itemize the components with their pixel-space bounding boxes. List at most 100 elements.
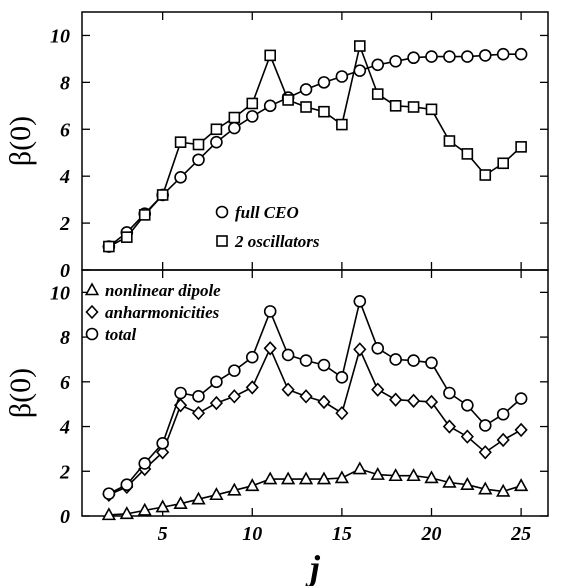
data-point [301,390,312,402]
data-point [516,49,527,60]
data-point [247,98,257,108]
data-point [426,51,437,62]
legend-marker [217,236,227,246]
data-point [318,396,329,408]
legend-marker [217,207,228,218]
data-point [372,343,383,354]
data-point [103,488,114,499]
data-point [498,434,509,446]
x-tick-label: 5 [158,523,168,545]
data-point [301,355,312,366]
data-point [301,102,311,112]
x-tick-label: 15 [332,523,352,545]
x-axis-title: j [305,548,321,586]
data-point [480,420,491,431]
legend-label: total [105,325,136,344]
data-point [427,104,437,114]
data-point [175,388,186,399]
data-point [444,51,455,62]
data-point [462,149,472,159]
y-tick-label: 2 [59,461,70,483]
data-point [211,376,222,387]
data-point [229,113,239,123]
data-point [372,384,383,396]
y-axis-title: β(0) [4,368,37,418]
x-tick-label: 10 [242,523,262,545]
y-axis-title: β(0) [4,116,37,166]
data-point [337,120,347,130]
data-point [516,142,526,152]
data-point [104,242,114,252]
data-point [229,390,240,402]
data-point [480,50,491,61]
data-point [265,342,276,354]
x-tick-label: 20 [421,523,442,545]
legend-marker [86,284,98,295]
data-point [283,349,294,360]
series-line [109,469,521,515]
data-point [516,393,527,404]
data-point [372,59,383,70]
data-point [140,210,150,220]
data-point [157,438,168,449]
data-point [176,137,186,147]
data-point [516,424,527,436]
data-point [283,384,294,396]
y-tick-label: 8 [60,327,70,349]
data-point [265,50,275,60]
data-point [462,51,473,62]
y-tick-label: 0 [60,260,70,282]
y-tick-label: 6 [60,119,70,141]
data-point [229,365,240,376]
data-point [175,172,186,183]
data-point [301,84,312,95]
data-point [354,343,365,355]
legend-marker [87,306,98,318]
data-point [211,137,222,148]
data-point [498,49,509,60]
y-tick-label: 2 [59,213,70,235]
legend-label: anharmonicities [105,303,220,322]
data-point [265,306,276,317]
data-point [408,355,419,366]
data-point [498,409,509,420]
data-point [247,111,258,122]
data-point [318,77,329,88]
data-point [247,381,258,393]
bottom-panel: 0246810510152025β(0)jnonlinear dipoleanh… [4,270,548,586]
data-point [354,296,365,307]
data-point [319,107,329,117]
data-point [354,463,366,474]
series-line [109,54,521,246]
data-point [336,407,347,419]
data-point [390,394,401,406]
data-point [444,388,455,399]
data-point [121,479,132,490]
legend-marker [87,329,98,340]
data-point [336,71,347,82]
data-point [211,397,222,409]
data-point [193,407,204,419]
data-point [336,472,348,483]
data-point [158,190,168,200]
y-tick-label: 10 [50,282,70,304]
data-point [408,395,419,407]
y-tick-label: 4 [59,417,70,439]
y-tick-label: 10 [50,25,70,47]
data-point [391,101,401,111]
data-point [229,123,240,134]
data-point [426,357,437,368]
data-point [408,52,419,63]
y-tick-label: 4 [59,166,70,188]
data-point [336,372,347,383]
data-point [480,170,490,180]
data-point [373,89,383,99]
data-point [265,100,276,111]
data-point [354,65,365,76]
data-point [139,458,150,469]
data-point [444,136,454,146]
top-panel: 0246810β(0)full CEO2 oscillators [4,12,548,282]
y-tick-label: 6 [60,372,70,394]
data-point [390,354,401,365]
